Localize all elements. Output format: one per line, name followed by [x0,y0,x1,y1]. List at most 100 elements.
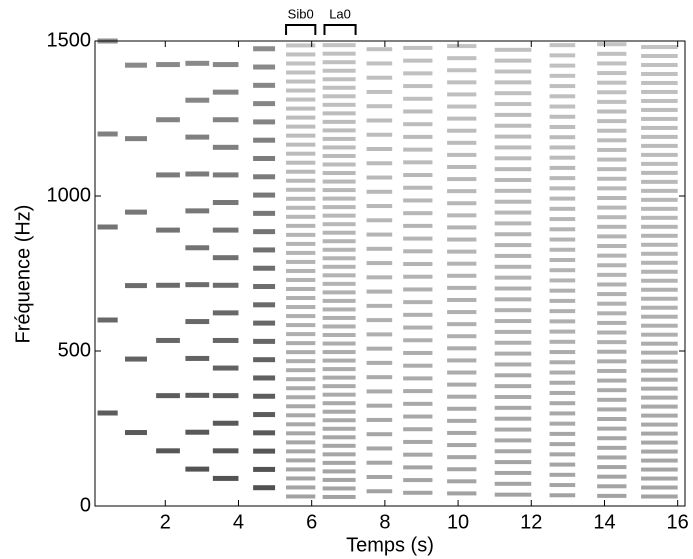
harmonic [253,119,276,125]
harmonic [366,446,393,451]
harmonic [322,256,356,261]
harmonic [641,188,678,193]
harmonic [447,177,477,182]
harmonic [366,289,393,294]
harmonic [366,89,393,94]
harmonic [253,320,276,326]
harmonic [641,359,678,364]
harmonic [185,134,210,140]
harmonic [494,470,532,475]
harmonic [597,407,627,412]
harmonic [447,68,477,73]
harmonic [549,288,576,293]
x-tick-label: 4 [233,511,244,533]
harmonic [597,330,627,335]
harmonic [447,382,477,387]
harmonic [212,117,239,123]
harmonic [447,491,477,496]
harmonic [156,62,180,68]
harmonic [286,79,316,84]
harmonic [447,334,477,339]
harmonic [125,209,147,215]
harmonic [597,426,627,431]
harmonic [641,485,678,490]
x-tick-label: 16 [667,511,689,533]
harmonic [494,102,532,107]
harmonic [641,206,678,211]
harmonic [447,92,477,97]
harmonic [597,253,627,258]
harmonic [253,485,276,491]
harmonic [97,131,118,137]
harmonic [549,339,576,344]
harmonic [447,394,477,399]
harmonic [286,494,316,499]
harmonic [286,404,316,409]
harmonic [597,465,627,470]
harmonic [494,427,532,432]
harmonic [286,350,316,355]
harmonic [322,247,356,252]
harmonic [185,245,210,251]
harmonic [366,318,393,323]
harmonic [212,200,239,206]
harmonic [549,431,576,436]
harmonic [286,70,316,75]
harmonic [641,287,678,292]
harmonic [253,210,276,216]
harmonic [494,69,532,74]
harmonic [366,175,393,180]
harmonic [286,323,316,328]
harmonic [447,370,477,375]
harmonic [322,51,356,56]
harmonic [494,47,532,52]
harmonic [447,261,477,266]
harmonic [286,449,316,454]
harmonic [403,262,433,267]
harmonic [641,269,678,274]
harmonic [549,84,576,89]
harmonic [366,104,393,109]
harmonic [322,264,356,269]
harmonic [597,320,627,325]
harmonic [156,393,180,399]
harmonic [212,255,239,261]
harmonic [494,460,532,465]
harmonic [549,493,576,498]
harmonic [403,45,433,50]
harmonic [641,494,678,499]
harmonic [641,368,678,373]
harmonic [253,302,276,308]
harmonic [549,176,576,181]
harmonic [403,478,433,483]
harmonic [494,112,532,117]
harmonic [253,247,276,253]
harmonic [597,42,627,47]
harmonic [641,62,678,67]
harmonic [549,124,576,129]
harmonic [253,64,276,70]
harmonic [97,410,118,416]
harmonic [286,97,316,102]
harmonic [212,227,239,233]
harmonic [212,89,239,95]
harmonic [597,157,627,162]
harmonic [597,292,627,297]
harmonic [494,308,532,313]
harmonic [549,411,576,416]
harmonic [494,264,532,269]
harmonic [366,47,393,52]
harmonic [641,170,678,175]
harmonic [322,239,356,244]
harmonic [549,227,576,232]
harmonic [156,448,180,454]
harmonic [125,430,147,436]
harmonic [185,171,210,177]
harmonic [641,107,678,112]
harmonic [641,458,678,463]
harmonic [447,56,477,61]
harmonic [494,275,532,280]
harmonic [641,134,678,139]
harmonic [322,128,356,133]
